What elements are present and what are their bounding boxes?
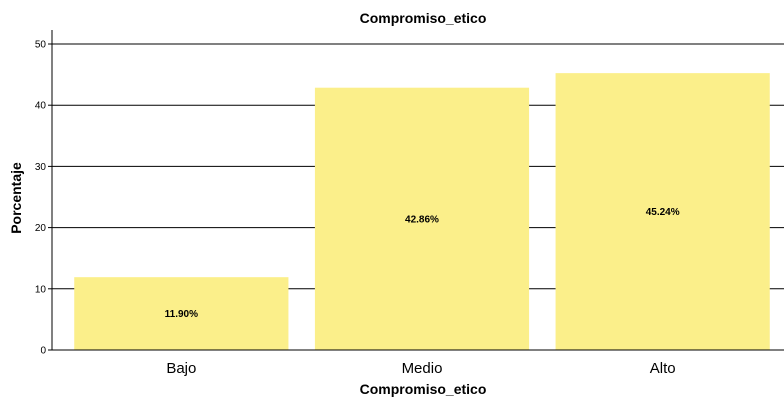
y-axis-label: Porcentaje — [8, 162, 24, 234]
x-tick-label: Medio — [402, 360, 443, 377]
y-tick-label: 0 — [40, 346, 46, 357]
data-label: 42.86% — [405, 214, 439, 225]
chart-title: Compromiso_etico — [360, 10, 487, 26]
y-tick-label: 30 — [35, 162, 47, 173]
x-tick-label: Alto — [650, 360, 676, 377]
x-axis-label: Compromiso_etico — [360, 381, 487, 397]
bar-alto — [555, 73, 770, 351]
data-label: 45.24% — [646, 207, 680, 218]
x-axis-ticks: Bajo Medio Alto — [166, 360, 675, 377]
y-tick-label: 10 — [35, 284, 47, 295]
x-tick-label: Bajo — [166, 360, 196, 377]
bar-bajo — [74, 277, 289, 350]
y-tick-label: 20 — [35, 223, 47, 234]
bars: 11.90% 42.86% 45.24% — [74, 73, 770, 351]
y-tick-label: 50 — [35, 40, 47, 51]
y-axis-ticks: 0 10 20 30 40 50 — [35, 40, 52, 357]
data-label: 11.90% — [165, 309, 198, 320]
y-tick-label: 40 — [35, 101, 47, 112]
bar-medio — [314, 87, 530, 350]
